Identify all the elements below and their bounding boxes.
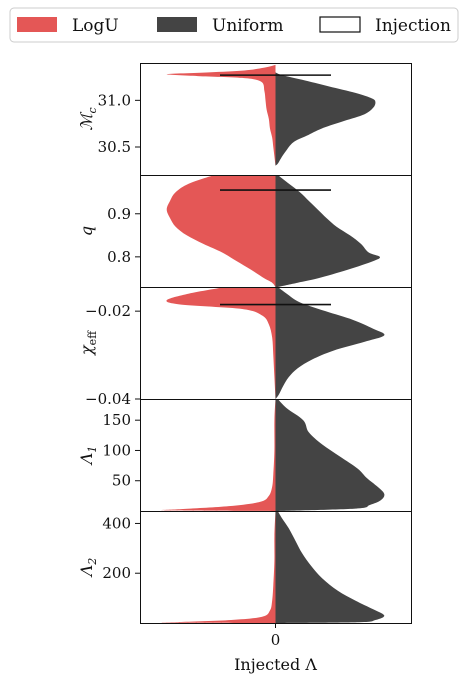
violin-lambda1 bbox=[160, 399, 385, 511]
legend: LogU Uniform Injection bbox=[9, 7, 459, 43]
violin-uniform-chi bbox=[275, 287, 385, 399]
violin-uniform-lambda1 bbox=[275, 399, 385, 511]
legend-label-logu: LogU bbox=[72, 16, 119, 36]
y-tick-label: 150 bbox=[102, 411, 131, 429]
violin-lambda2 bbox=[160, 511, 385, 623]
panel-lambda1: 150 100 50 Λ1 bbox=[77, 399, 412, 512]
legend-swatch-injection bbox=[319, 16, 361, 33]
legend-label-injection: Injection bbox=[375, 16, 451, 36]
violin-logu-mc bbox=[166, 64, 276, 166]
violin-logu-lambda1 bbox=[160, 399, 276, 511]
violin-chi bbox=[166, 287, 385, 399]
y-tick-label: 30.5 bbox=[98, 138, 131, 156]
violin-q bbox=[166, 175, 380, 287]
violin-uniform-lambda2 bbox=[275, 511, 385, 623]
violin-logu-lambda2 bbox=[160, 511, 276, 623]
panels: 31.0 30.5 ℳc 0.9 0.8 q −0.02 −0.04 χeff 150 100 50 Λ… bbox=[77, 63, 412, 624]
y-axis-label-lambda2: Λ2 bbox=[77, 558, 99, 579]
y-tick-label: 400 bbox=[102, 514, 131, 532]
y-tick-label: 100 bbox=[102, 441, 131, 459]
y-axis-label-chi: χeff bbox=[77, 330, 99, 356]
x-axis: 0 Injected Λ bbox=[234, 623, 317, 674]
legend-label-uniform: Uniform bbox=[212, 16, 284, 36]
y-tick-label: 31.0 bbox=[98, 91, 131, 109]
y-axis-label-mc: ℳc bbox=[77, 107, 99, 130]
violin-uniform-mc bbox=[275, 72, 376, 166]
x-axis-label: Injected Λ bbox=[234, 655, 317, 674]
legend-swatch-uniform bbox=[157, 17, 197, 32]
violin-uniform-q bbox=[275, 175, 380, 287]
y-tick-label: 200 bbox=[102, 564, 131, 582]
violin-logu-chi bbox=[166, 287, 276, 399]
violin-logu-q bbox=[166, 175, 276, 287]
y-tick-label: −0.02 bbox=[85, 302, 131, 320]
violin-mc bbox=[166, 64, 376, 166]
panel-q: 0.9 0.8 q bbox=[77, 175, 412, 288]
y-tick-label: −0.04 bbox=[85, 390, 131, 408]
y-tick-label: 50 bbox=[112, 472, 131, 490]
y-tick-label: 0.8 bbox=[107, 248, 131, 266]
y-tick-label: 0.9 bbox=[107, 205, 131, 223]
x-tick-label: 0 bbox=[271, 631, 281, 649]
panel-chi: −0.02 −0.04 χeff bbox=[77, 287, 412, 408]
legend-swatch-logu bbox=[17, 17, 57, 32]
panel-mc: 31.0 30.5 ℳc bbox=[77, 63, 412, 176]
y-axis-label-lambda1: Λ1 bbox=[77, 446, 99, 467]
y-axis-label-q: q bbox=[77, 226, 96, 236]
